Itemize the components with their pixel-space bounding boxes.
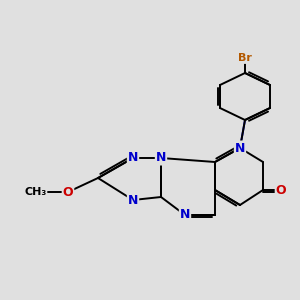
Text: N: N [235, 142, 245, 154]
Text: N: N [128, 152, 138, 164]
Text: N: N [156, 152, 166, 164]
Text: Br: Br [238, 53, 252, 63]
Text: N: N [180, 208, 190, 221]
Text: N: N [128, 194, 138, 206]
Text: O: O [63, 185, 73, 199]
Text: O: O [276, 184, 286, 196]
Text: CH₃: CH₃ [24, 187, 46, 197]
